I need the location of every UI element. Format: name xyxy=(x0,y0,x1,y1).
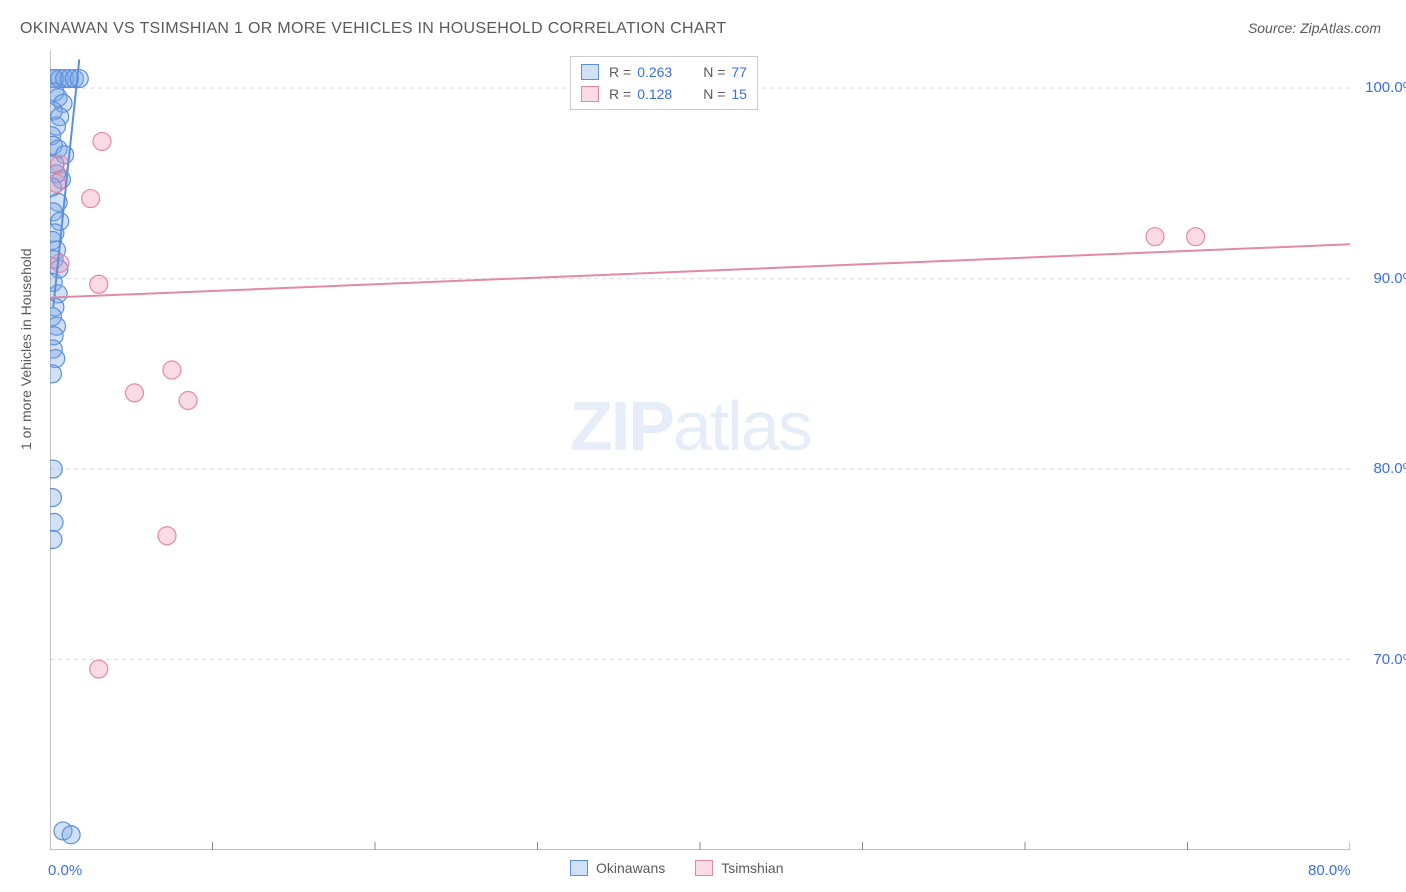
scatter-plot xyxy=(50,50,1350,850)
data-point xyxy=(50,513,63,531)
data-point xyxy=(62,826,80,844)
data-point xyxy=(179,391,197,409)
legend-label: Okinawans xyxy=(596,860,665,876)
data-point xyxy=(50,365,61,383)
series-legend: Okinawans Tsimshian xyxy=(570,860,784,876)
x-tick-label: 0.0% xyxy=(48,862,82,879)
data-point xyxy=(51,254,69,272)
chart-container: OKINAWAN VS TSIMSHIAN 1 OR MORE VEHICLES… xyxy=(0,0,1406,892)
x-tick-label: 80.0% xyxy=(1308,862,1351,879)
data-point xyxy=(50,174,66,192)
legend-label: Tsimshian xyxy=(721,860,783,876)
source-attribution: Source: ZipAtlas.com xyxy=(1248,20,1381,36)
data-point xyxy=(50,489,61,507)
legend-item: Tsimshian xyxy=(695,860,783,876)
y-tick-label: 90.0% xyxy=(1356,270,1406,287)
data-point xyxy=(1146,228,1164,246)
data-point xyxy=(90,660,108,678)
data-point xyxy=(126,384,144,402)
legend-stats-row: R =0.128N =15 xyxy=(581,83,747,105)
stats-legend: R =0.263N =77R =0.128N =15 xyxy=(570,56,758,110)
legend-stats-row: R =0.263N =77 xyxy=(581,61,747,83)
data-point xyxy=(82,190,100,208)
data-point xyxy=(70,70,88,88)
y-tick-label: 100.0% xyxy=(1356,79,1406,96)
data-point xyxy=(51,155,69,173)
legend-swatch xyxy=(570,860,588,876)
data-point xyxy=(1187,228,1205,246)
legend-swatch xyxy=(695,860,713,876)
data-point xyxy=(163,361,181,379)
legend-item: Okinawans xyxy=(570,860,665,876)
data-point xyxy=(90,275,108,293)
legend-swatch xyxy=(581,64,599,80)
y-tick-label: 80.0% xyxy=(1356,460,1406,477)
data-point xyxy=(158,527,176,545)
data-point xyxy=(93,132,111,150)
data-point xyxy=(50,531,62,549)
y-tick-label: 70.0% xyxy=(1356,651,1406,668)
trend-line xyxy=(50,244,1350,297)
legend-swatch xyxy=(581,86,599,102)
chart-title: OKINAWAN VS TSIMSHIAN 1 OR MORE VEHICLES… xyxy=(20,20,726,38)
y-axis-label: 1 or more Vehicles in Household xyxy=(18,248,34,450)
data-point xyxy=(50,460,62,478)
